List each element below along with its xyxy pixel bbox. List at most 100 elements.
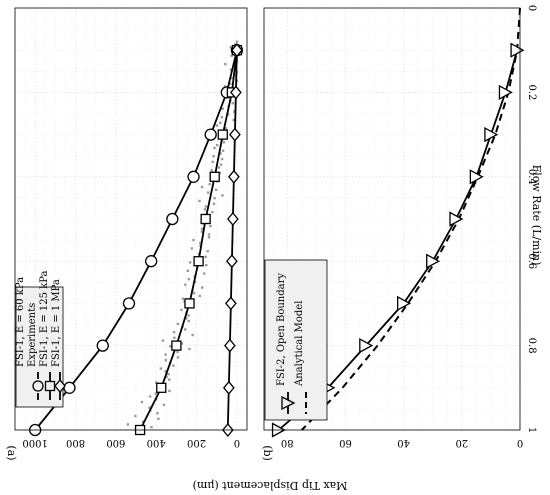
experiment-point [198,294,201,298]
legend-item-experiments: Experiments [27,303,38,367]
experiment-point [200,185,204,189]
legend-label-fsi2: FSI-2, Open Boundary [276,273,287,386]
x-tick-label: 0.8 [526,338,537,354]
experiment-point [200,227,204,231]
experiment-point [176,350,179,353]
y-tick-label: 1000 [22,437,47,448]
experiment-point [221,149,225,152]
panel-a-label: (a) [5,445,18,460]
y-axis-label: Max Tip Displacement (μm) [193,479,348,492]
data-point-square [184,298,195,309]
y-tick-label: 80 [281,437,294,448]
legend-item-1mpa: FSI-1, E = 1 MPa [51,279,66,400]
panel-b-legend: FSI-2, Open Boundary Analytical Model [264,259,328,421]
experiment-point [211,160,214,164]
experiment-point [167,372,170,376]
experiment-point [222,141,226,144]
y-tick-label: 0 [234,437,240,448]
x-tick-label: 1 [526,427,537,433]
experiment-point [219,152,222,155]
legend-item-fsi2: FSI-2, Open Boundary [276,273,296,414]
legend-label-experiments: Experiments [27,303,38,367]
data-point-square [209,171,220,182]
experiment-point [180,342,184,345]
panel-b-label: (b) [261,445,274,461]
panel-a-legend: FSI-1, E = 60 kPa Experiments FSI-1, E =… [15,271,66,408]
experiment-point [167,378,171,381]
experiment-point [224,127,228,130]
experiment-point [142,420,145,423]
experiment-point [224,62,227,66]
experiment-point [207,233,211,236]
data-point-diamond [222,380,235,395]
experiment-point [176,322,180,326]
x-axis-label: Flow Rate (L/min) [530,165,543,266]
legend-marker-square [44,380,56,392]
data-point-diamond [230,85,242,100]
experiment-point [148,395,152,398]
experiment-point [198,199,201,203]
experiment-point [207,191,210,194]
legend-marker-circle [32,380,44,392]
experiment-point [220,157,224,161]
data-point-diamond [228,169,240,184]
data-point-triangle [426,253,441,269]
experiment-point [232,118,235,122]
y-tick-label: 200 [187,437,206,448]
experiment-point [229,82,232,85]
data-point-circle [145,255,158,268]
x-tick-label: 0.4 [526,169,537,185]
data-point-triangle [359,338,374,354]
data-point-diamond [225,296,237,311]
data-point-diamond [226,254,238,269]
data-point-triangle [449,211,464,227]
legend-item-60kpa: FSI-1, E = 60 kPa [15,277,44,400]
experiment-point [180,308,183,312]
experiment-point [188,347,191,351]
experiment-point [188,261,192,264]
data-point-circle [187,170,200,183]
experiment-point [206,250,209,253]
experiment-point [191,333,194,337]
data-point-circle [96,339,109,352]
experiment-point [172,331,176,334]
y-tick-label: 400 [147,437,166,448]
experiment-point [164,358,168,362]
panel-a-markers [29,43,244,438]
experiment-point [187,319,190,323]
experiment-point [207,236,211,239]
experiment-point [165,375,168,379]
panel-b-markers [271,42,525,438]
series-line [226,50,238,431]
experiment-point [204,255,207,259]
y-tick-label: 0 [517,437,523,448]
data-point-square [193,256,204,267]
experiment-point [208,183,211,186]
experiment-point [221,107,224,110]
experiment-point [156,412,159,415]
experiment-point [217,166,221,169]
experiment-point [140,400,144,404]
experiment-point [192,238,195,242]
data-point-diamond [229,127,241,142]
experiment-point [213,196,216,200]
experiment-point [172,364,175,367]
experiment-point [164,353,167,356]
data-point-diamond [227,211,239,227]
panel-b-x-tick-labels: 0 0.2 0.4 0.6 0.8 1 [526,5,537,433]
experiment-point [203,208,207,211]
experiment-point [229,46,232,49]
legend-label-60kpa: FSI-1, E = 60 kPa [15,277,26,367]
data-point-triangle [396,295,412,311]
experiment-point [126,423,130,426]
y-tick-label: 20 [455,437,468,448]
series-line [34,49,238,431]
panel-a-frame [14,7,248,431]
experiment-point [150,426,153,429]
experiment-point [220,115,224,119]
experiment-point [200,286,204,289]
experiment-point [154,392,157,395]
experiment-point [221,194,224,197]
experiment-point [219,163,223,166]
